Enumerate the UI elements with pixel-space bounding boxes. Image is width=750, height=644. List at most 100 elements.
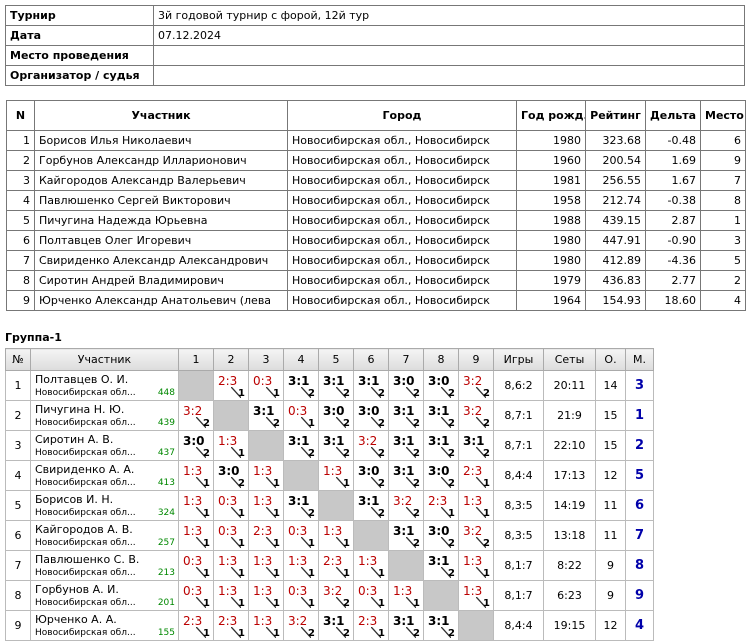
diagonal-cell <box>458 610 494 641</box>
match-score: 1:3 <box>463 554 483 568</box>
match-score: 1:3 <box>183 494 203 508</box>
slash <box>301 387 311 398</box>
group-row: 1 Полтавцев О. И. Новосибирская обл... 448 2… <box>5 370 654 401</box>
score-cell: 1:3 1 <box>248 550 284 581</box>
score-cell: 3:1 2 <box>353 370 389 401</box>
slash <box>441 417 451 428</box>
match-points: 2 <box>413 508 420 519</box>
match-score: 1:3 <box>358 554 378 568</box>
points: 12 <box>595 610 626 641</box>
match-score: 3:2 <box>288 614 308 628</box>
slash <box>476 567 486 578</box>
score-cell: 0:3 1 <box>178 550 214 581</box>
info-row: Дата 07.12.2024 <box>5 25 745 46</box>
cell: Сиротин Андрей Владимирович <box>34 270 288 291</box>
slash <box>441 537 451 548</box>
slash <box>301 597 311 608</box>
slash <box>406 447 416 458</box>
match-score: 3:0 <box>358 464 380 478</box>
match-score: 2:3 <box>253 524 273 538</box>
score-cell: 3:1 2 <box>458 430 494 461</box>
cell: 1981 <box>516 170 586 191</box>
score-cell: 1:3 1 <box>213 580 249 611</box>
column-header: Сеты <box>543 348 596 371</box>
score-cell: 3:1 2 <box>318 370 354 401</box>
cell: 5 <box>6 210 35 231</box>
column-header: Город <box>287 100 517 131</box>
participant-row: 2 Горбунов Александр Илларионович Новосиби… <box>6 150 746 171</box>
slash <box>196 627 206 638</box>
points: 14 <box>595 370 626 401</box>
match-score: 3:1 <box>323 434 345 448</box>
match-points: 1 <box>203 598 210 609</box>
diagonal-cell <box>213 400 249 431</box>
cell: 4 <box>6 190 35 211</box>
match-score: 2:3 <box>218 614 238 628</box>
cell: 4 <box>700 290 746 311</box>
column-header: 4 <box>283 348 319 371</box>
cell: Юрченко Александр Анатольевич (лева <box>34 290 288 311</box>
match-points: 2 <box>448 448 455 459</box>
score-cell: 2:3 1 <box>213 370 249 401</box>
match-score: 2:3 <box>218 374 238 388</box>
score-cell: 0:3 1 <box>283 400 319 431</box>
cell: 1 <box>6 130 35 151</box>
slash <box>266 417 276 428</box>
cell: 1980 <box>516 250 586 271</box>
cell: -0.48 <box>645 130 701 151</box>
slash <box>371 477 381 488</box>
cell: 8 <box>700 190 746 211</box>
match-points: 1 <box>273 538 280 549</box>
match-points: 2 <box>343 598 350 609</box>
slash <box>406 627 416 638</box>
column-header: N <box>6 100 35 131</box>
slash <box>476 447 486 458</box>
match-score: 3:1 <box>393 404 415 418</box>
info-row: Организатор / судья <box>5 65 745 86</box>
match-score: 1:3 <box>218 584 238 598</box>
info-value: 3й годовой турнир с форой, 12й тур <box>153 5 745 26</box>
slash <box>336 567 346 578</box>
score-cell: 3:1 2 <box>318 430 354 461</box>
participant-row: 3 Кайгородов Александр Валерьевич Новосиби… <box>6 170 746 191</box>
player-cell: Павлюшенко С. В. Новосибирская обл... 213 <box>30 550 179 581</box>
match-points: 1 <box>273 478 280 489</box>
sets: 17:13 <box>543 460 596 491</box>
score-cell: 0:3 1 <box>248 370 284 401</box>
match-points: 1 <box>238 388 245 399</box>
match-points: 2 <box>308 628 315 639</box>
match-points: 1 <box>378 628 385 639</box>
player-rating: 201 <box>157 598 175 608</box>
slash <box>371 567 381 578</box>
slash <box>406 387 416 398</box>
column-header: Участник <box>30 348 179 371</box>
place: 2 <box>625 430 654 461</box>
diagonal-cell <box>388 550 424 581</box>
match-points: 2 <box>413 448 420 459</box>
match-score: 0:3 <box>288 584 308 598</box>
score-cell: 3:2 2 <box>388 490 424 521</box>
match-points: 1 <box>238 508 245 519</box>
column-header: Дельта <box>645 100 701 131</box>
match-score: 1:3 <box>463 494 483 508</box>
slash <box>301 447 311 458</box>
player-city: Новосибирская обл... <box>35 448 136 458</box>
score-cell: 0:3 1 <box>178 580 214 611</box>
participant-row: 6 Полтавцев Олег Игоревич Новосибирская об… <box>6 230 746 251</box>
participant-row: 9 Юрченко Александр Анатольевич (лева Ново… <box>6 290 746 311</box>
score-cell: 0:3 1 <box>213 490 249 521</box>
match-score: 2:3 <box>358 614 378 628</box>
slash <box>371 627 381 638</box>
cell: 412.89 <box>585 250 646 271</box>
score-cell: 3:1 2 <box>318 610 354 641</box>
match-score: 1:3 <box>183 524 203 538</box>
player-name: Юрченко А. А. <box>35 613 117 626</box>
slash <box>231 507 241 518</box>
match-points: 2 <box>343 448 350 459</box>
slash <box>441 447 451 458</box>
match-score: 0:3 <box>288 524 308 538</box>
info-label: Дата <box>5 25 154 46</box>
match-points: 2 <box>413 628 420 639</box>
slash <box>231 627 241 638</box>
match-score: 3:0 <box>218 464 240 478</box>
